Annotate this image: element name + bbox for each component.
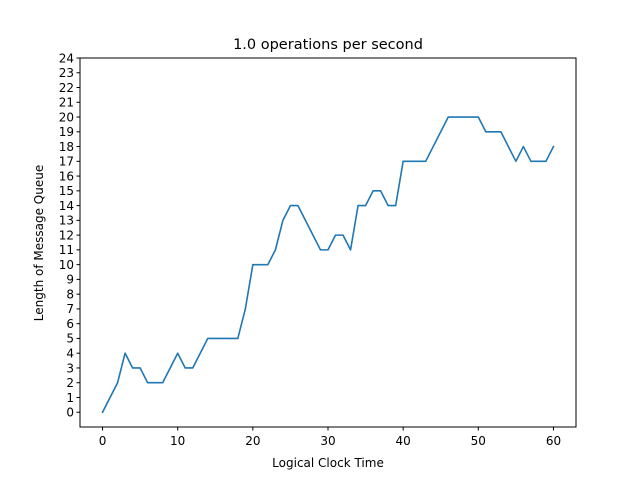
y-tick-label: 12 <box>59 228 74 242</box>
y-tick-label: 22 <box>59 81 74 95</box>
y-tick-label: 17 <box>59 155 74 169</box>
y-tick-label: 15 <box>59 184 74 198</box>
x-tick-label: 50 <box>471 434 486 448</box>
y-tick-label: 1 <box>66 391 74 405</box>
plot-area-frame <box>79 57 577 428</box>
x-tick-label: 10 <box>170 434 185 448</box>
y-tick-label: 20 <box>59 110 74 124</box>
y-tick-label: 4 <box>66 347 74 361</box>
y-tick-label: 11 <box>59 243 74 257</box>
y-tick-label: 3 <box>66 361 74 375</box>
y-tick-label: 8 <box>66 287 74 301</box>
y-tick-label: 0 <box>66 406 74 420</box>
y-tick-label: 2 <box>66 376 74 390</box>
y-tick-label: 23 <box>59 66 74 80</box>
y-tick-label: 16 <box>59 169 74 183</box>
y-tick-label: 21 <box>59 96 74 110</box>
x-axis-ticks: 0 10 20 30 40 50 60 <box>99 427 561 448</box>
y-tick-label: 24 <box>59 51 74 65</box>
x-tick-label: 60 <box>546 434 561 448</box>
x-axis-title: Logical Clock Time <box>272 456 384 470</box>
y-tick-label: 7 <box>66 302 74 316</box>
x-tick-label: 0 <box>99 434 107 448</box>
y-tick-label: 19 <box>59 125 74 139</box>
x-tick-label: 30 <box>320 434 335 448</box>
y-tick-label: 18 <box>59 140 74 154</box>
y-tick-label: 5 <box>66 332 74 346</box>
y-tick-label: 13 <box>59 214 74 228</box>
y-tick-label: 9 <box>66 273 74 287</box>
chart-title: 1.0 operations per second <box>233 37 423 53</box>
y-axis-title: Length of Message Queue <box>32 165 46 321</box>
x-tick-label: 20 <box>245 434 260 448</box>
y-tick-label: 14 <box>59 199 74 213</box>
y-tick-label: 6 <box>66 317 74 331</box>
series-layer <box>101 116 555 414</box>
x-tick-label: 40 <box>396 434 411 448</box>
series-line <box>101 116 555 414</box>
y-tick-label: 10 <box>59 258 74 272</box>
